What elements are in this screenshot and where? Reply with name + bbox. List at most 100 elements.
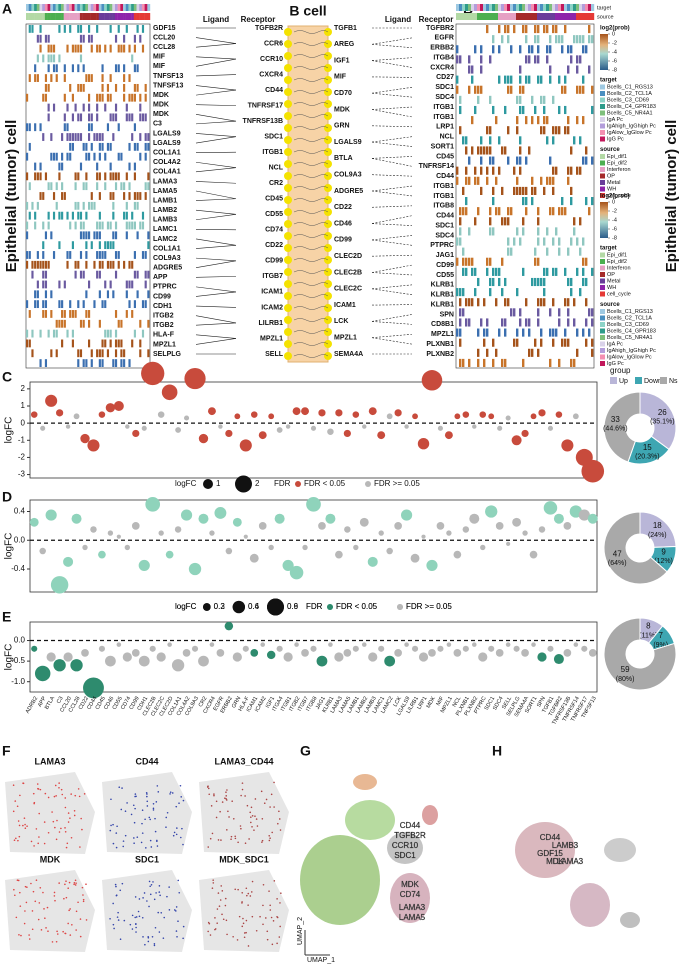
legend-label: Interferon: [607, 167, 631, 173]
spot: [262, 923, 264, 925]
spot: [210, 838, 212, 840]
annotation-bar: [39, 4, 42, 11]
heatmap-cell: [107, 94, 109, 102]
heatmap-cell: [26, 222, 28, 230]
annotation-bar: [45, 4, 48, 11]
bubble: [277, 427, 283, 433]
heatmap-cell: [513, 339, 515, 347]
heatmap-cell: [31, 261, 33, 269]
spot: [225, 795, 227, 797]
heatmap-cell: [34, 123, 36, 131]
ligand: APP: [153, 274, 168, 281]
bubble: [574, 642, 579, 647]
heatmap-cell: [459, 359, 461, 367]
link: [372, 235, 412, 239]
heatmap-cell: [53, 45, 55, 53]
heatmap-cell: [471, 258, 473, 266]
heatmap-cell: [537, 76, 539, 84]
heatmap-cell: [483, 298, 485, 306]
spot: [225, 791, 227, 793]
spot: [125, 810, 127, 812]
bubble: [463, 411, 470, 418]
heatmap-cell: [53, 64, 55, 72]
slice-count: 47: [613, 549, 622, 558]
heatmap-cell: [567, 339, 569, 347]
bubble: [189, 563, 201, 575]
legend-label: WH: [607, 186, 616, 192]
heatmap-cell: [495, 116, 497, 124]
spot: [113, 843, 115, 845]
spot: [279, 902, 281, 904]
ligand: ICAM1: [334, 302, 356, 309]
annotation-bar: [519, 13, 522, 20]
heatmap-cell: [107, 123, 109, 131]
spot: [272, 944, 274, 946]
bubble: [422, 370, 443, 391]
ligand: HLA-F: [153, 332, 175, 339]
spot: [80, 918, 82, 920]
heatmap-cell: [99, 349, 101, 357]
heatmap-cell: [567, 45, 569, 53]
heatmap-cell: [134, 35, 136, 43]
heatmap-cell: [126, 310, 128, 318]
annotation-bar: [120, 4, 123, 11]
spot: [220, 839, 222, 841]
heatmap-cell: [112, 133, 114, 141]
heatmap-cell: [582, 35, 584, 43]
receptor: ITGB1: [433, 104, 454, 111]
spot: [134, 917, 136, 919]
heatmap-cell: [507, 237, 509, 245]
annotation-bar: [492, 13, 495, 20]
bubble: [386, 548, 393, 555]
spot: [28, 934, 30, 936]
spot: [207, 931, 209, 933]
tissue: [5, 870, 95, 952]
link: [196, 114, 236, 121]
map-title: LAMA3: [35, 756, 66, 766]
slice-count: 7: [658, 631, 663, 640]
heatmap-cell: [42, 271, 44, 279]
ligand: TNFSF13: [153, 73, 183, 80]
heatmap-cell: [29, 212, 31, 220]
heatmap-cell: [537, 116, 539, 124]
heatmap-cell: [77, 359, 79, 367]
legend-swatch: [600, 361, 605, 366]
annotation-bar: [96, 4, 99, 11]
heatmap-cell: [501, 318, 503, 326]
annotation-bar: [531, 4, 534, 11]
heatmap-cell: [99, 94, 101, 102]
heatmap-cell: [48, 330, 50, 338]
spot: [36, 828, 38, 830]
spot: [126, 802, 128, 804]
heatmap-cell: [137, 290, 139, 298]
heatmap-cell: [585, 197, 587, 205]
spot: [145, 847, 147, 849]
spot: [153, 809, 155, 811]
bubble: [175, 526, 182, 533]
bubble: [488, 413, 494, 419]
heatmap-cell: [522, 106, 524, 114]
spot: [144, 892, 146, 894]
spot: [19, 795, 21, 797]
spot: [68, 812, 70, 814]
heatmap-cell: [85, 251, 87, 259]
bubble: [66, 424, 70, 428]
spot: [33, 793, 35, 795]
y-axis-label: logFC: [4, 533, 15, 560]
heatmap-cell: [145, 84, 147, 92]
heatmap-cell: [45, 172, 47, 180]
heatmap-cell: [110, 340, 112, 348]
ligand: COL1A1: [153, 149, 181, 156]
panel-label: H: [492, 743, 502, 759]
heatmap-cell: [75, 172, 77, 180]
annotation-bar: [120, 13, 123, 20]
spot: [150, 840, 152, 842]
heatmap-cell: [570, 278, 572, 286]
heatmap-cell: [91, 113, 93, 121]
legend-label: Epi_dif1: [607, 252, 627, 258]
bubble: [210, 642, 215, 647]
heatmap-cell: [66, 212, 68, 220]
spot: [14, 800, 16, 802]
heatmap-cell: [591, 318, 593, 326]
heatmap-cell: [561, 45, 563, 53]
